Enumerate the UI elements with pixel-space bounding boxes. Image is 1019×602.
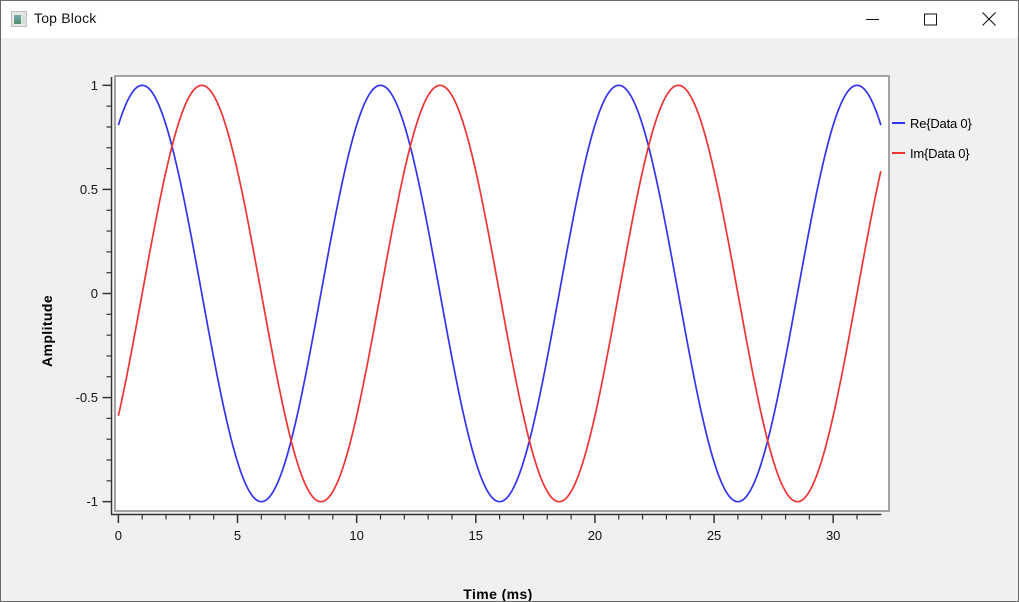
- close-icon: [982, 12, 996, 26]
- x-axis-title: Time (ms): [463, 586, 533, 602]
- legend: Re{Data 0} Im{Data 0}: [892, 115, 972, 175]
- legend-label: Re{Data 0}: [910, 115, 972, 131]
- x-tick-label: 10: [349, 528, 363, 543]
- x-tick-label: 25: [707, 528, 721, 543]
- x-tick-label: 5: [234, 528, 241, 543]
- series-line-re: [117, 84, 882, 503]
- time-sink-plot: 1 0.5 0 -0.5 -1 0 5 10 15 20 25 30: [76, 75, 890, 543]
- x-tick-label: 0: [115, 528, 122, 543]
- series-line-im: [117, 84, 882, 503]
- window-title: Top Block: [34, 10, 97, 26]
- y-axis-title: Amplitude: [39, 294, 55, 368]
- plot-canvas[interactable]: [114, 75, 890, 512]
- x-tick-label: 30: [826, 528, 840, 543]
- x-tick-label: 15: [469, 528, 483, 543]
- y-tick-label: 0.5: [80, 182, 98, 197]
- plot-widget: 1 0.5 0 -0.5 -1 0 5 10 15 20 25 30 Amplitude Time (…: [1, 38, 1018, 601]
- y-tick-label: 0: [91, 286, 98, 301]
- app-icon-left-pane: [14, 15, 21, 24]
- close-button[interactable]: [975, 6, 1003, 32]
- maximize-button[interactable]: [916, 6, 944, 32]
- y-tick-label: -0.5: [76, 390, 98, 405]
- app-icon: [11, 11, 27, 27]
- y-tick-label: 1: [91, 78, 98, 93]
- minimize-icon: [865, 18, 879, 20]
- legend-marker-im: [892, 152, 905, 154]
- legend-item-re[interactable]: Re{Data 0}: [892, 115, 972, 131]
- legend-marker-re: [892, 122, 905, 124]
- legend-item-im[interactable]: Im{Data 0}: [892, 145, 972, 161]
- y-tick-label: -1: [86, 494, 98, 509]
- maximize-icon: [923, 13, 937, 25]
- title-bar: Top Block: [1, 1, 1018, 38]
- minimize-button[interactable]: [858, 6, 886, 32]
- app-icon-right-pane: [22, 15, 25, 24]
- legend-label: Im{Data 0}: [910, 145, 970, 161]
- x-tick-label: 20: [588, 528, 602, 543]
